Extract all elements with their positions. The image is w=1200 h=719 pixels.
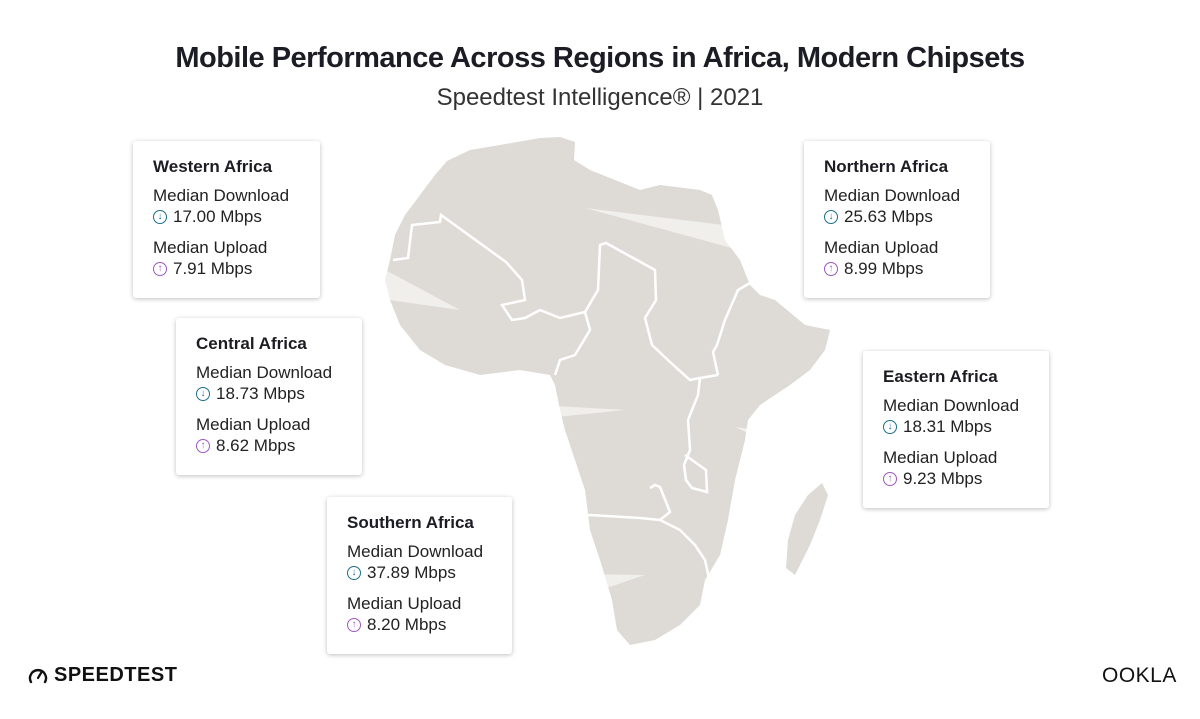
download-arrow-icon: ↓: [196, 386, 210, 401]
region-name: Southern Africa: [347, 513, 474, 532]
region-name: Eastern Africa: [883, 367, 998, 386]
download-value-row: ↓ 17.00 Mbps: [153, 206, 300, 227]
speedtest-wordmark: SPEEDTEST: [54, 664, 178, 686]
upload-value-row: ↑ 8.62 Mbps: [196, 435, 342, 456]
upload-arrow-icon: ↑: [883, 471, 897, 486]
download-value: 18.31 Mbps: [903, 417, 992, 436]
download-label: Median Download: [883, 396, 1020, 415]
download-arrow-icon: ↓: [824, 209, 838, 224]
download-label: Median Download: [153, 186, 290, 205]
ookla-logo: OOKLA: [1102, 664, 1177, 687]
upload-label: Median Upload: [347, 594, 462, 613]
upload-value: 7.91 Mbps: [173, 259, 253, 278]
chart-subtitle: Speedtest Intelligence® | 2021: [436, 84, 764, 111]
upload-label: Median Upload: [824, 238, 939, 257]
callout-western: [318, 235, 460, 310]
download-value: 18.73 Mbps: [216, 384, 305, 403]
upload-arrow-icon: ↑: [347, 617, 361, 632]
download-label: Median Download: [196, 363, 333, 382]
callout-northern: [585, 208, 805, 268]
madagascar: [786, 483, 828, 575]
upload-arrow-icon: ↑: [824, 261, 838, 276]
upload-value-row: ↑ 7.91 Mbps: [153, 258, 300, 279]
download-arrow-icon: ↓: [347, 565, 361, 580]
region-name: Western Africa: [153, 157, 273, 176]
upload-value: 8.62 Mbps: [216, 436, 296, 455]
upload-value-row: ↑ 8.20 Mbps: [347, 614, 492, 635]
speedometer-icon: [28, 668, 48, 683]
region-card-eastern: Eastern Africa Median Download ↓ 18.31 Mb…: [863, 351, 1049, 508]
callout-central: [362, 395, 625, 437]
border-west-north: [392, 212, 586, 322]
download-label: Median Download: [824, 186, 961, 205]
upload-arrow-icon: ↑: [153, 261, 167, 276]
border-central-north: [583, 241, 719, 382]
download-value-row: ↓ 25.63 Mbps: [824, 206, 970, 227]
callout-southern: [512, 573, 645, 620]
border-west-central: [553, 311, 592, 376]
upload-label: Median Upload: [196, 415, 311, 434]
speedtest-logo: SPEEDTEST: [28, 664, 177, 687]
upload-value: 8.99 Mbps: [844, 259, 924, 278]
upload-label: Median Upload: [153, 238, 268, 257]
upload-value-row: ↑ 8.99 Mbps: [824, 258, 970, 279]
region-card-northern: Northern Africa Median Download ↓ 25.63 M…: [804, 141, 990, 298]
africa-continent: [385, 137, 830, 645]
region-card-central: Central Africa Median Download ↓ 18.73 Mb…: [176, 318, 362, 475]
callout-eastern: [735, 427, 863, 488]
download-value: 17.00 Mbps: [173, 207, 262, 226]
download-value-row: ↓ 37.89 Mbps: [347, 562, 492, 583]
border-north-east: [711, 281, 751, 376]
download-value: 25.63 Mbps: [844, 207, 933, 226]
upload-arrow-icon: ↑: [196, 438, 210, 453]
region-borders: [392, 212, 751, 584]
download-value-row: ↓ 18.73 Mbps: [196, 383, 342, 404]
callout-wedges: [318, 208, 863, 620]
upload-label: Median Upload: [883, 448, 998, 467]
download-value-row: ↓ 18.31 Mbps: [883, 416, 1029, 437]
region-name: Northern Africa: [824, 157, 949, 176]
chart-title: Mobile Performance Across Regions in Afr…: [175, 42, 1025, 74]
border-southern-top: [574, 483, 672, 522]
download-arrow-icon: ↓: [153, 209, 167, 224]
download-label: Median Download: [347, 542, 484, 561]
region-card-western: Western Africa Median Download ↓ 17.00 Mb…: [133, 141, 320, 298]
upload-value-row: ↑ 9.23 Mbps: [883, 468, 1029, 489]
border-south-east: [659, 518, 712, 584]
region-name: Central Africa: [196, 334, 307, 353]
download-value: 37.89 Mbps: [367, 563, 456, 582]
border-central-east: [682, 377, 709, 494]
upload-value: 9.23 Mbps: [903, 469, 983, 488]
region-card-southern: Southern Africa Median Download ↓ 37.89 M…: [327, 497, 512, 654]
download-arrow-icon: ↓: [883, 419, 897, 434]
upload-value: 8.20 Mbps: [367, 615, 447, 634]
